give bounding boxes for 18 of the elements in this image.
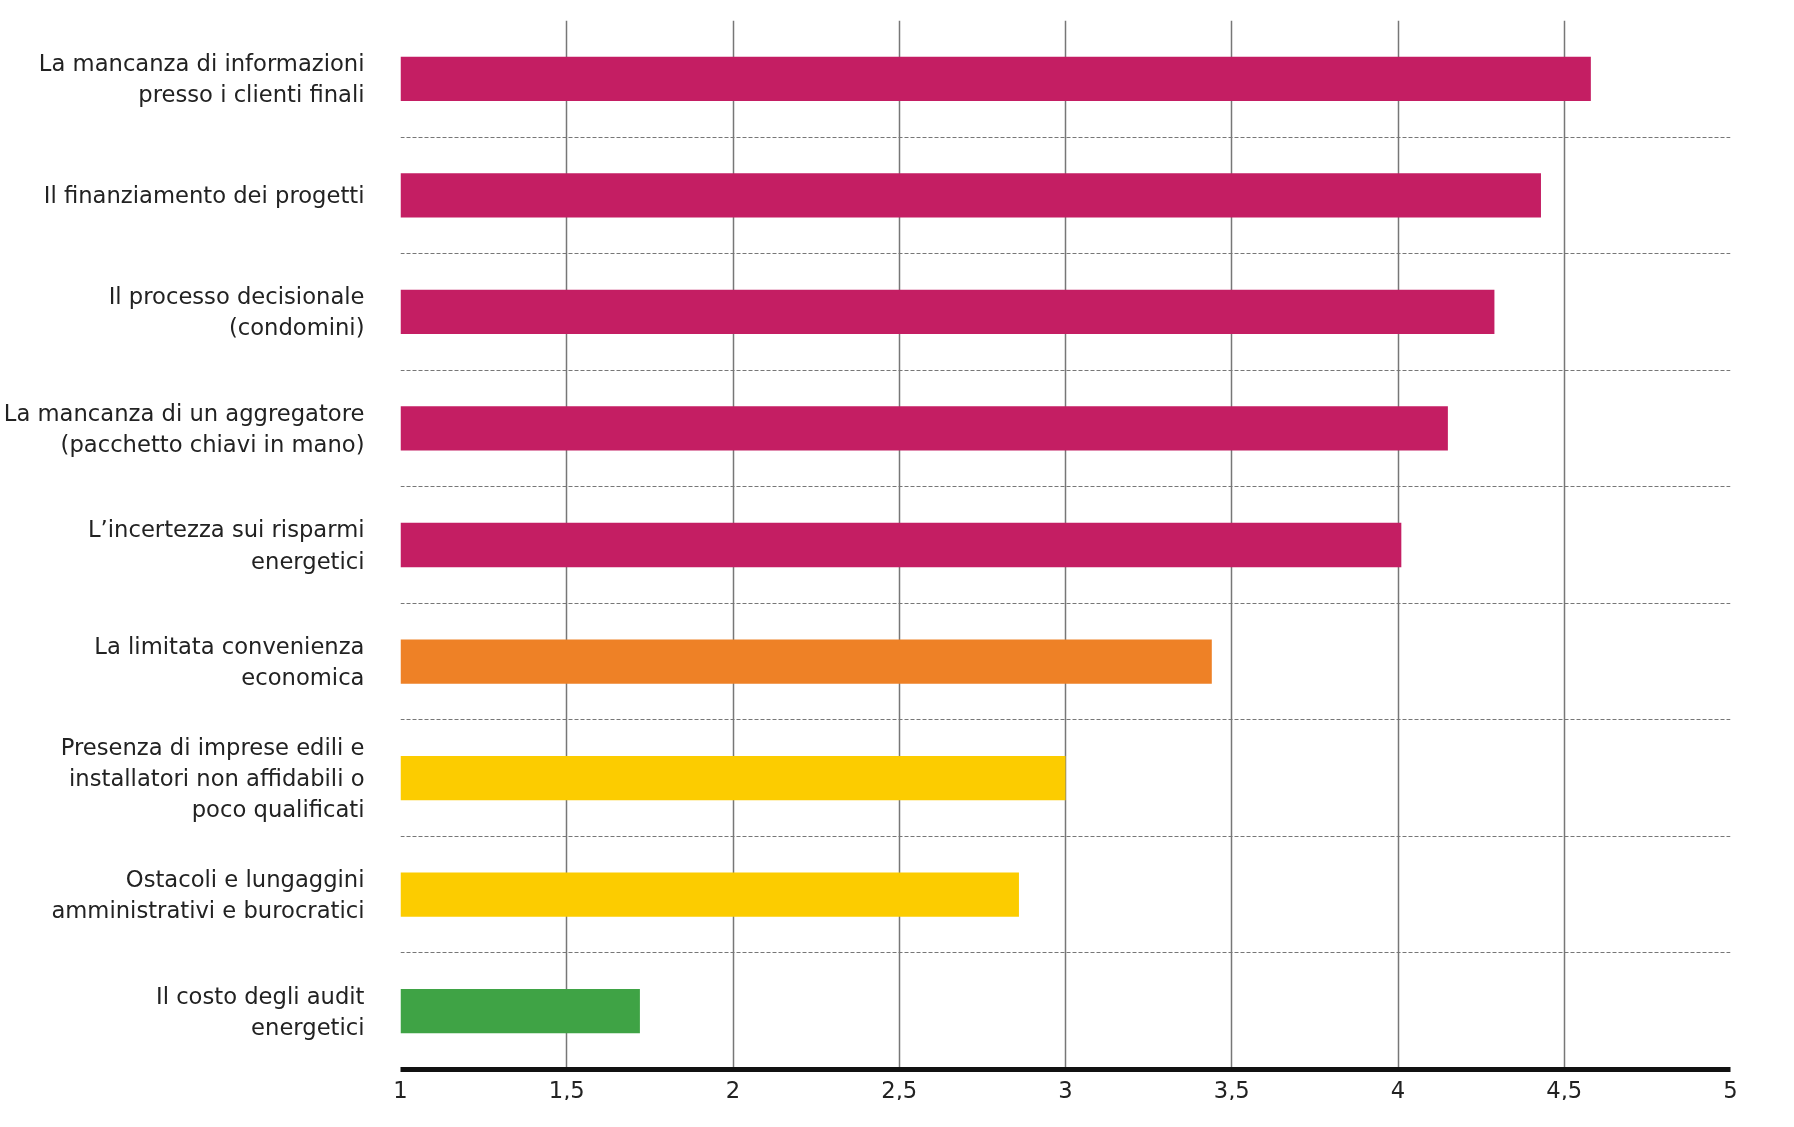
- x-tick-label: 2: [725, 1076, 741, 1103]
- x-tick-label: 2,5: [881, 1076, 918, 1103]
- x-tick-label: 1,5: [548, 1076, 585, 1103]
- y-tick-label: La mancanza di informazioni presso i clienti finali: [38, 50, 365, 108]
- x-tick-label: 4,5: [1546, 1076, 1583, 1103]
- x-tick-label: 5: [1723, 1076, 1738, 1103]
- y-tick-label: Il costo degli audit energetici: [155, 982, 365, 1040]
- y-tick-label: Ostacoli e lungaggini amministrativi e burocratici: [51, 866, 365, 924]
- y-tick-label: L’incertezza sui risparmi energetici: [88, 516, 365, 574]
- x-tick-label: 1: [393, 1076, 408, 1103]
- y-tick-label: La limitata convenienza economica: [94, 632, 365, 691]
- y-tick-label: Il finanziamento dei progetti: [43, 182, 365, 209]
- x-tick-label: 3: [1058, 1076, 1073, 1103]
- y-tick-label: La mancanza di un aggregatore (pacchetto chiavi in mano): [3, 399, 365, 458]
- x-tick-label: 3,5: [1213, 1076, 1250, 1103]
- y-tick-label: Il processo decisionale (condomini): [108, 283, 365, 341]
- x-tick-label: 4: [1390, 1076, 1406, 1103]
- y-tick-label: Presenza di imprese edili e installatori non affidabili o poco qualificati: [60, 733, 365, 823]
